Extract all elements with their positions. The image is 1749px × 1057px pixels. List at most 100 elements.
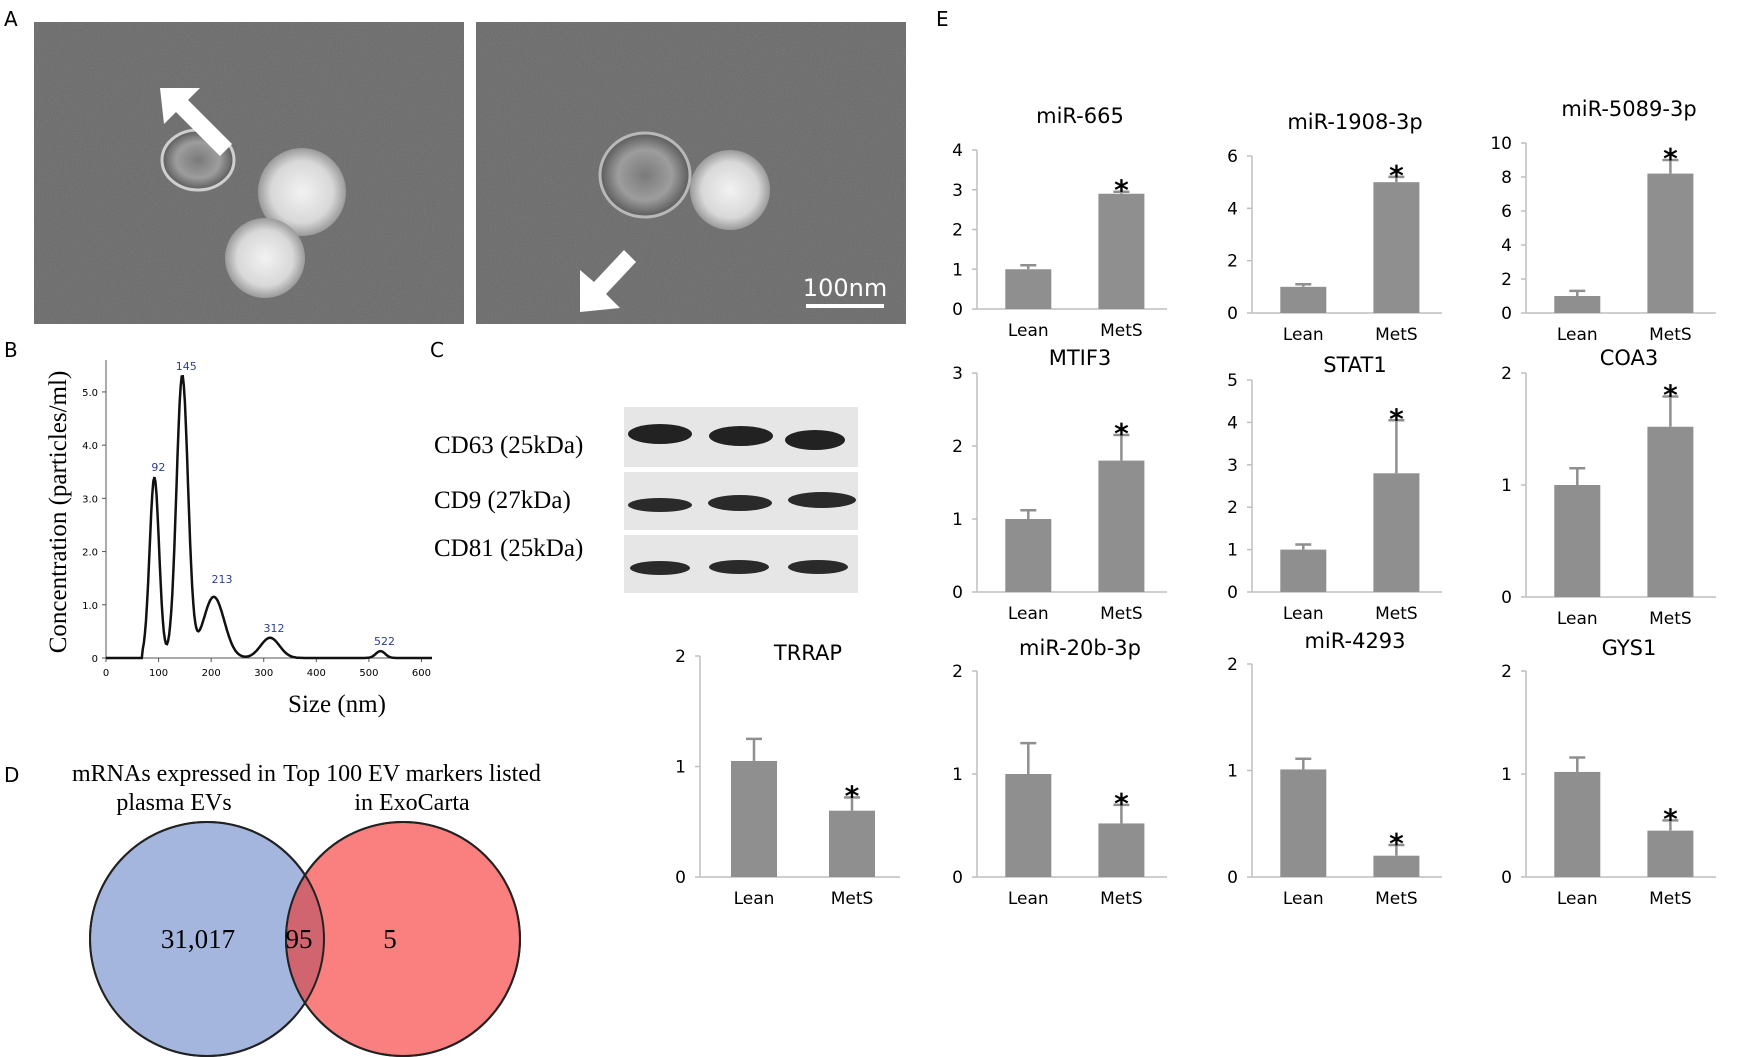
chart-title: miR-4293 [1304,629,1405,653]
x-tick-label: 100 [149,668,168,679]
venn-left-title-line1: mRNAs expressed in [72,761,276,787]
y-tick-label: 0 [92,654,98,665]
chart-title: miR-5089-3p [1561,97,1696,121]
blot-band [630,561,690,575]
y-tick-label: 3 [952,181,963,201]
band-label-cd63: CD63 (25kDa) [434,432,583,459]
significance-asterisk: * [1389,402,1404,435]
bar-chart-mir-4293: 0 1 2 miR-4293 Lean * MetS [1227,629,1442,909]
y-tick-label: 4 [952,141,963,161]
y-tick-label: 0 [1501,868,1512,888]
y-tick-label: 0 [952,583,963,603]
panel-label-a: A [4,7,18,31]
bar-chart-stat1: 0 1 2 3 4 5 STAT1 Lean * MetS [1227,353,1442,624]
y-tick-label: 3 [952,364,963,384]
venn-overlap-count: 95 [286,924,313,954]
bar-chart-mir-1908-3p: 0 2 4 6 miR-1908-3p Lean * MetS [1227,110,1442,345]
venn-right-only-count: 5 [383,924,397,954]
y-tick-label: 2 [1501,662,1512,682]
panel-label-b: B [4,338,18,362]
peak-label: 92 [151,461,165,474]
panel-label-d: D [4,763,19,787]
significance-asterisk: * [1114,787,1129,820]
bar-chart-gys1: 0 1 2 GYS1 Lean * MetS [1501,636,1716,909]
tem-image-right: 100nm [476,22,906,324]
blot-band [628,498,692,512]
bar-mets [1098,823,1145,877]
y-tick-label: 2 [1227,655,1238,675]
peak-label: 522 [374,635,395,648]
bar-lean [1280,769,1327,877]
bar-chart-mir-5089-3p: 0 2 4 6 8 10 miR-5089-3p Lean * MetS [1490,97,1716,345]
y-tick-label: 2 [1501,364,1512,384]
x-tick-label: Lean [1557,325,1598,345]
y-tick-label: 0 [952,868,963,888]
y-tick-label: 2 [952,437,963,457]
y-tick-label: 2.0 [82,548,98,559]
x-tick-label: MetS [1100,604,1143,624]
qpcr-bar-charts: 0 1 2 3 4 miR-665 Lean * MetS 0 2 4 6 miR-1908-3p Lean… [675,97,1716,909]
y-tick-label: 6 [1227,147,1238,167]
x-tick-label: Lean [1557,889,1598,909]
chart-title: STAT1 [1323,353,1386,377]
significance-asterisk: * [845,779,860,812]
x-tick-label: Lean [1008,604,1049,624]
chart-title: MTIF3 [1049,346,1112,370]
y-tick-label: 1 [952,260,963,280]
chart-title: miR-665 [1036,104,1124,128]
bar-mets [1373,473,1420,592]
bar-mets [1647,830,1694,877]
blot-band [788,560,848,574]
bar-mets [1647,173,1694,313]
bar-mets [1373,182,1420,313]
peak-label: 145 [176,360,197,373]
y-tick-label: 0 [1227,304,1238,324]
bar-mets [1098,193,1145,309]
band-label-cd9: CD9 (27kDa) [434,487,571,514]
scale-bar-label: 100nm [803,274,887,302]
venn-right-title-line2: in ExoCarta [354,790,470,816]
size-distribution-curve [106,374,432,660]
chart-title: COA3 [1600,346,1659,370]
y-tick-label: 4 [1227,199,1238,219]
y-tick-label: 6 [1501,202,1512,222]
y-tick-label: 0 [1227,583,1238,603]
y-tick-label: 1 [1501,476,1512,496]
peak-label: 213 [211,573,232,586]
bar-lean [1280,286,1327,313]
blot-band [709,426,773,446]
blot-band [709,560,769,574]
cup-shaped-vesicle [598,131,692,219]
x-tick-label: 200 [202,668,221,679]
x-tick-label: MetS [1649,609,1692,629]
blot-band [708,495,772,511]
y-tick-label: 1.0 [82,601,98,612]
x-tick-label: 0 [103,668,109,679]
arrow-icon [160,88,232,156]
significance-asterisk: * [1114,174,1129,207]
y-tick-label: 4.0 [82,441,98,452]
bar-lean [1554,296,1601,313]
chart-title: GYS1 [1602,636,1657,660]
x-tick-label: MetS [1649,889,1692,909]
x-tick-label: MetS [1375,889,1418,909]
y-tick-label: 5.0 [82,388,98,399]
chart-title: miR-1908-3p [1287,110,1422,134]
x-tick-label: MetS [1100,889,1143,909]
significance-asterisk: * [1114,417,1129,450]
y-tick-label: 5 [1227,371,1238,391]
blot-band [785,430,845,450]
scale-bar [806,304,884,308]
bar-lean [1005,774,1052,877]
x-tick-label: Lean [1283,889,1324,909]
y-tick-label: 3.0 [82,494,98,505]
y-tick-label: 10 [1490,134,1512,154]
nta-size-distribution-chart: 0 100 200 300 400 500 600 0 1.0 2.0 3.0 4.0 5.0 92 1… [45,360,432,718]
panel-label-c: C [430,338,444,362]
y-tick-label: 2 [1227,252,1238,272]
chart-title: miR-20b-3p [1019,636,1141,660]
bar-lean [1280,549,1327,592]
y-tick-label: 2 [952,662,963,682]
y-tick-label: 0 [1227,868,1238,888]
